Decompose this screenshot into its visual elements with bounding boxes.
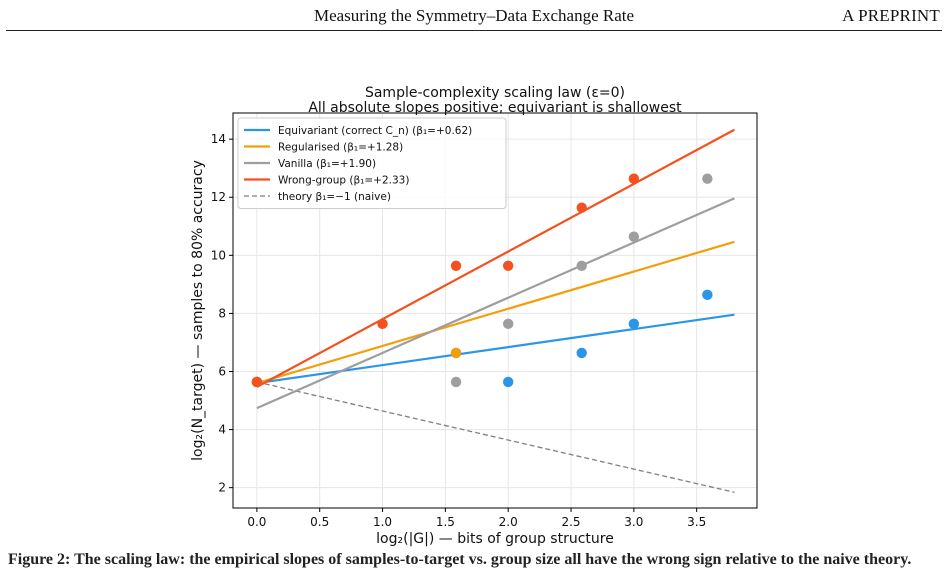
chart-title: Sample-complexity scaling law (ε=0) [365,85,625,101]
reference-line [256,381,735,493]
data-point [502,318,514,330]
y-tick-label: 12 [211,190,226,204]
legend: Equivariant (correct C_n) (β₁=+0.62) Regu… [237,117,507,209]
data-point [628,231,640,242]
running-header-title: Measuring the Symmetry–Data Exchange Rat… [313,6,635,25]
running-header-label: A PREPRINT [842,6,940,25]
chart-subtitle: All absolute slopes positive; equivarian… [308,100,682,116]
figure-caption: Figure 2: The scaling law: the empirical… [8,551,912,568]
data-point [251,376,263,388]
grid [233,113,757,508]
legend-label: theory β₁=−1 (naive) [278,191,391,203]
x-axis-label: log₂(|G|) — bits of group structure [376,531,614,547]
data-point [628,173,640,184]
x-tick-label: 0.0 [247,515,266,529]
x-tick-label: 3.0 [624,515,643,529]
legend-box [237,117,507,209]
data-point [702,173,713,184]
y-tick-label: 2 [218,481,226,495]
fit-line [256,240,735,385]
y-tick-label: 6 [218,364,226,378]
x-tick-label: 1.5 [436,515,455,529]
x-tick-label: 2.0 [499,515,518,529]
data-point [502,376,514,388]
data-point [502,260,514,271]
axis-ticks: 0.0 0.5 1.0 1.5 2.0 2.5 3.0 3.5 2 4 6 8 10 12 14 [211,132,707,529]
fit-line [256,313,735,385]
plot-frame [232,112,758,509]
x-tick-label: 0.5 [310,515,329,529]
y-tick-label: 10 [211,248,226,262]
legend-label: Vanilla (β₁=+1.90) [278,158,376,170]
x-tick-label: 2.5 [561,515,580,529]
fit-line [256,197,735,410]
x-tick-label: 1.0 [373,515,392,529]
data-point [576,347,587,359]
data-point [450,347,462,359]
legend-label: Regularised (β₁=+1.28) [278,142,403,154]
y-axis-label: log₂(N_target) — samples to 80% accuracy [190,160,206,461]
header-rule [6,30,942,31]
y-tick-label: 14 [211,132,226,146]
fit-lines [256,128,735,493]
data-point [450,376,462,388]
data-point [450,260,462,271]
data-point [628,318,640,330]
x-tick-label: 3.5 [687,515,706,529]
legend-label: Wrong-group (β₁=+2.33) [278,175,409,187]
y-tick-label: 8 [218,306,226,320]
fit-line [256,128,735,388]
data-point [377,318,388,330]
data-point [576,260,587,271]
data-point [702,289,713,301]
y-tick-label: 4 [218,423,226,437]
data-point [576,202,587,213]
legend-label: Equivariant (correct C_n) (β₁=+0.62) [278,125,472,137]
data-points [251,173,713,388]
